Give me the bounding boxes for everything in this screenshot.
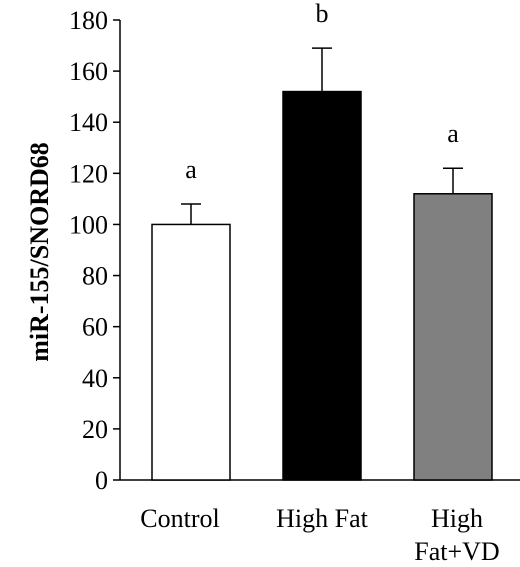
x-category-label: High [431, 504, 483, 533]
y-axis-label: miR-155/SNORD68 [25, 142, 54, 362]
x-axis-category-labels: Control High Fat High Fat+VD [140, 504, 499, 566]
y-tick-label: 180 [69, 6, 108, 35]
y-tick-label: 100 [69, 210, 108, 239]
y-tick-label: 160 [69, 57, 108, 86]
y-tick-label: 120 [69, 159, 108, 188]
significance-letter: b [316, 0, 329, 28]
bar-0 [151, 223, 231, 481]
y-tick-label: 40 [82, 364, 108, 393]
y-axis-ticks: 0 20 40 60 80 100 120 140 160 180 [69, 6, 120, 495]
x-category-label: Fat+VD [414, 537, 499, 566]
significance-letters: a b a [185, 0, 459, 184]
y-tick-label: 80 [82, 262, 108, 291]
y-tick-label: 20 [82, 415, 108, 444]
x-category-label: Control [140, 504, 219, 533]
bars [151, 90, 493, 481]
significance-letter: a [447, 119, 459, 148]
x-category-label: High Fat [276, 504, 369, 533]
bar-1 [282, 90, 362, 481]
bar-2 [413, 193, 493, 481]
error-bars [181, 47, 463, 225]
significance-letter: a [185, 155, 197, 184]
y-tick-label: 0 [95, 466, 108, 495]
y-tick-label: 140 [69, 108, 108, 137]
y-tick-label: 60 [82, 313, 108, 342]
